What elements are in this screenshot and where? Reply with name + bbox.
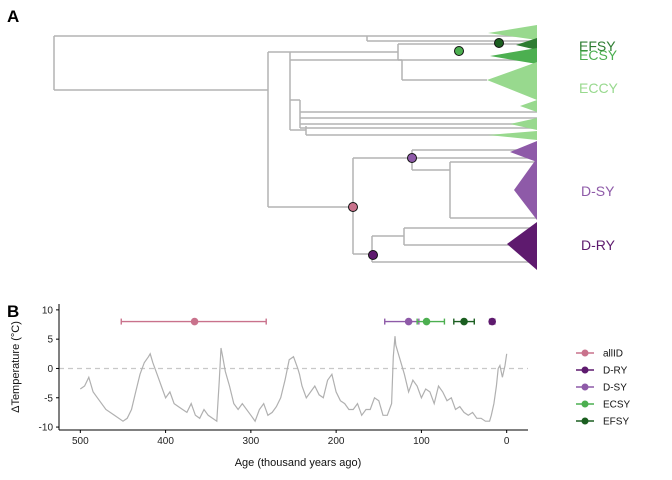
legend-label: allID [603,349,623,360]
y-tick-label: -10 [39,423,54,434]
x-tick-label: 400 [157,436,174,447]
legend-label: ECSY [603,400,631,411]
legend-key-point [581,366,589,374]
legend-item-ecsy: ECSY [576,400,631,411]
temperature-series-line [79,336,508,423]
x-tick-label: 500 [72,436,89,447]
clade-wedge [490,48,537,64]
clade-wedge [487,62,537,100]
clade-wedge [520,100,537,112]
collapsed-clades [487,25,537,270]
estimate-point [460,317,468,326]
estimate-point [488,317,496,326]
estimate-point [422,317,431,326]
estimate-point [190,317,199,326]
legend-label: D-SY [603,383,627,394]
panel-b-label: B [7,302,19,321]
legend-item-d-ry: D-RY [576,366,628,377]
clade-wedge [510,141,537,162]
legend-key-point [581,349,589,357]
clade-wedge [514,158,537,220]
node-point-efsy [494,38,504,48]
plot-area [59,317,528,423]
phylogenetic-tree-panel: A EFSY ECSY ECCY D-SY D-RY [7,7,619,270]
x-tick-label: 200 [328,436,345,447]
legend-label: EFSY [603,417,629,428]
clade-label-d-sy: D-SY [581,183,615,199]
legend-key-point [581,417,589,425]
clade-wedge [510,118,537,130]
legend-item-efsy: EFSY [576,417,629,428]
panel-a-label: A [7,7,19,26]
y-tick-label: 0 [47,364,53,375]
legend-label: D-RY [603,366,628,377]
clade-label-eccy: ECCY [579,80,619,96]
legend-key-point [581,400,589,408]
clade-labels: EFSY ECSY ECCY D-SY D-RY [579,38,619,253]
clade-label-d-ry: D-RY [581,237,616,253]
y-tick-label: 10 [42,305,54,316]
x-axis-title: Age (thousand years ago) [235,457,362,469]
legend-item-allid: allID [576,349,623,360]
clade-label-efsy: EFSY [579,38,616,54]
node-point-ecsy [454,46,464,56]
clade-wedge [488,131,537,140]
axes: 10 5 0 -5 -10 500 400 300 200 100 0 [39,304,528,447]
estimate-efsy [453,317,475,326]
y-axis-title: ΔTemperature (°C) [10,321,22,413]
legend-item-d-sy: D-SY [576,383,627,394]
x-tick-label: 300 [243,436,260,447]
x-tick-label: 100 [413,436,430,447]
estimate-point [404,317,413,326]
node-point-d-ry [368,250,378,260]
tree-branches [53,35,537,263]
legend: allID D-RY D-SY ECSY EFSY [576,349,631,428]
clade-wedge [488,25,537,40]
dated-nodes [348,38,504,260]
clade-wedge [507,222,537,270]
clade-wedge [516,38,537,50]
legend-key-point [581,383,589,391]
estimate-d-ry [488,317,496,326]
y-tick-label: 5 [47,335,53,346]
y-tick-label: -5 [44,393,53,404]
clade-label-ecsy: ECSY [579,47,618,63]
estimate-allid [120,317,267,326]
x-tick-label: 0 [504,436,510,447]
estimate-d-sy [384,317,420,326]
node-point-allid [348,202,358,212]
node-point-d-sy [407,153,417,163]
estimate-ecsy [416,317,446,326]
temperature-chart-panel: B 10 5 0 -5 -10 500 400 300 200 100 0 Age (thousan… [7,302,631,469]
